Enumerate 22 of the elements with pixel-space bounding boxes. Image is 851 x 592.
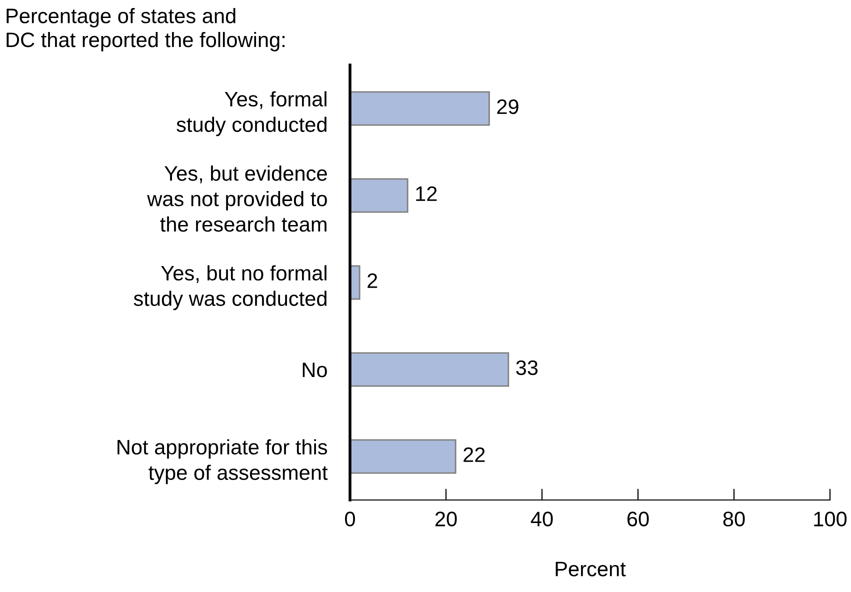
bar: [350, 178, 408, 213]
x-tick-label: 100: [814, 512, 847, 526]
x-tick-label: 40: [530, 512, 553, 526]
bar: [350, 352, 510, 387]
data-label: 33: [516, 360, 538, 376]
bar: [350, 439, 456, 474]
y-tick-label: No: [302, 362, 327, 378]
y-tick-label: Not appropriate for this type of assessment: [118, 439, 328, 484]
x-tick-label: 0: [345, 512, 355, 526]
data-label: 29: [497, 99, 518, 114]
x-tick-label: 60: [627, 512, 649, 526]
data-label: 2: [368, 273, 378, 288]
y-tick-label: Yes, formal study conducted: [176, 91, 326, 136]
data-label: 12: [416, 186, 437, 201]
y-tick-label: Yes, but evidence was not provided to the research team: [147, 166, 327, 232]
bar: [350, 91, 490, 126]
text: Percentage of states and DC that reported the following:: [6, 8, 284, 52]
x-tick-label: 20: [435, 512, 457, 526]
x-axis-title: Percent: [556, 562, 626, 576]
x-tick-label: 80: [723, 512, 745, 526]
data-label: 22: [464, 447, 485, 462]
y-tick-label: Yes, but no formal study was conducted: [134, 265, 326, 310]
